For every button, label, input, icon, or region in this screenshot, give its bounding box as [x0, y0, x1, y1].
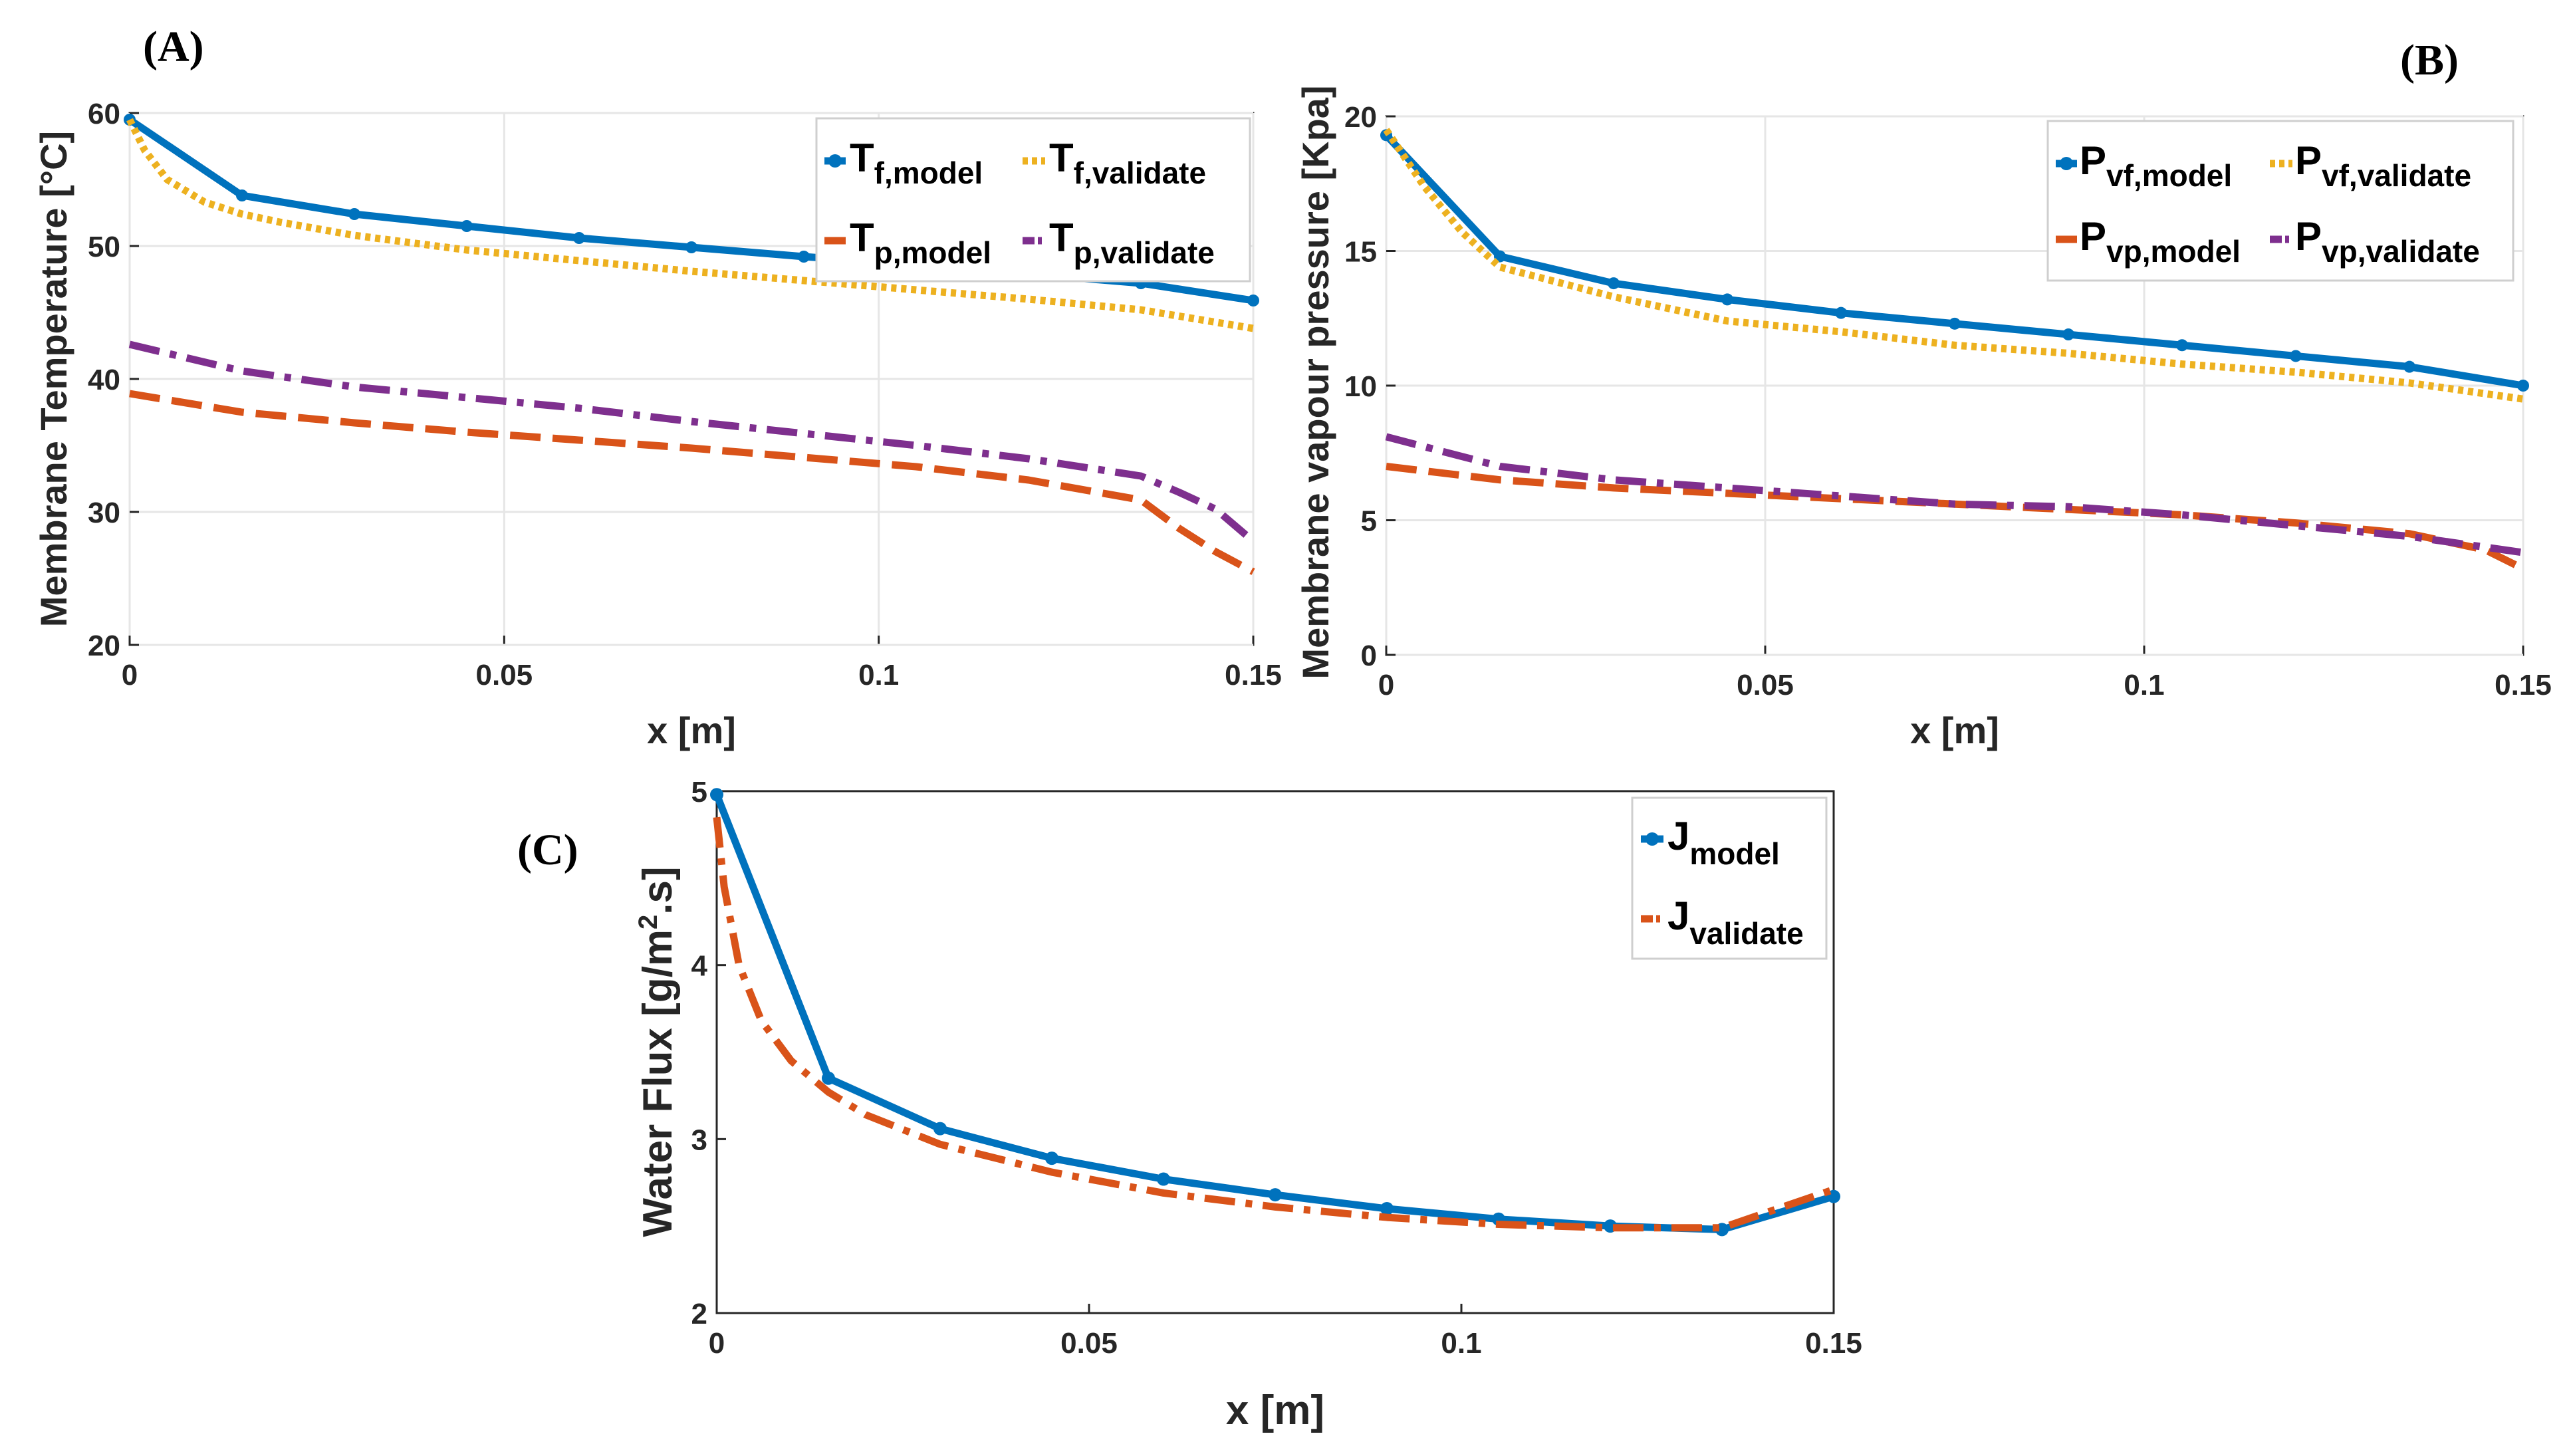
data-point-pvfm — [2403, 360, 2415, 373]
panel-c: (C) 0 0.05 0.1 0.15 2 3 4 5 x [m] Water … — [517, 776, 1862, 1433]
panel-c-x-ticks: 0 0.05 0.1 0.15 — [709, 1327, 1862, 1360]
legend-entry-tf-validate: Tf,validate — [1049, 136, 1206, 190]
data-point-jm — [1380, 1202, 1394, 1215]
legend-entry-j-model: Jmodel — [1667, 814, 1780, 871]
panel-a-x-tick-label: 0 — [122, 659, 138, 691]
panel-b-y-tick-label: 10 — [1344, 370, 1377, 403]
panel-c-series — [710, 788, 1840, 1237]
panel-a-y-tick-label: 20 — [88, 630, 120, 662]
legend-entry-pvf-validate: Pvf,validate — [2295, 138, 2471, 193]
panel-c-y-tick-label: 2 — [691, 1298, 707, 1330]
panel-b-y-tick-label: 15 — [1344, 236, 1377, 269]
panel-b-x-tick-label: 0 — [1378, 669, 1394, 701]
panel-a-y-ticks: 20 30 40 50 60 — [88, 98, 120, 662]
panel-b-x-tick-label: 0.15 — [2495, 669, 2552, 701]
panel-c-legend: Jmodel Jvalidate — [1631, 796, 1828, 960]
data-point-pvfm — [2062, 328, 2074, 341]
panel-b-x-tick-label: 0.1 — [2124, 669, 2164, 701]
panel-c-x-tick-label: 0 — [709, 1327, 725, 1360]
panel-b-y-tick-label: 5 — [1361, 505, 1377, 538]
series-line-tfv — [126, 118, 1254, 332]
panel-b-x-ticks: 0 0.05 0.1 0.15 — [1378, 669, 2552, 701]
data-point-tfm — [348, 208, 360, 220]
legend-entry-tp-validate: Tp,validate — [1049, 215, 1215, 270]
panel-b-x-axis-label: x [m] — [1910, 709, 1999, 751]
legend-entry-pvf-model: Pvf,model — [2080, 138, 2232, 193]
data-point-jm — [1157, 1172, 1170, 1186]
panel-a-x-ticks: 0 0.05 0.1 0.15 — [122, 659, 1282, 691]
data-point-pvfm — [2176, 339, 2188, 352]
data-point-tfm — [236, 189, 248, 201]
legend-entry-tf-model: Tf,model — [850, 136, 983, 190]
panel-b-y-tick-label: 0 — [1361, 640, 1377, 672]
legend-marker-pvfm — [2060, 157, 2073, 170]
data-point-jm — [822, 1071, 835, 1085]
series-line-tpv — [128, 340, 1256, 545]
series-line-pvpv — [1385, 433, 2524, 556]
panel-a-label: (A) — [143, 23, 204, 71]
panel-a-y-tick-label: 40 — [88, 364, 120, 396]
panel-c-y-tick-label: 4 — [691, 950, 708, 983]
panel-c-grid — [715, 790, 1835, 1314]
data-point-pvfm — [1494, 250, 1506, 263]
panel-a-x-axis-label: x [m] — [647, 709, 736, 751]
data-point-pvfm — [1721, 293, 1733, 306]
panel-b-y-tick-label: 20 — [1344, 101, 1377, 134]
legend-marker-tfm — [828, 154, 842, 168]
panel-b: (B) 0 0.05 0.1 0.15 0 5 10 15 20 x [m] M… — [1294, 36, 2552, 751]
panel-c-x-tick-label: 0.05 — [1060, 1327, 1118, 1360]
data-point-pvfm — [1949, 317, 1961, 330]
panel-b-y-ticks: 0 5 10 15 20 — [1344, 101, 1377, 672]
legend-entry-pvp-validate: Pvp,validate — [2295, 214, 2480, 269]
panel-c-x-tick-label: 0.15 — [1805, 1327, 1862, 1360]
panel-a-x-tick-label: 0.15 — [1225, 659, 1282, 691]
series-line-tpm — [129, 390, 1255, 575]
panel-a-y-tick-label: 60 — [88, 98, 120, 130]
panel-c-legend-box — [1631, 796, 1828, 960]
panel-c-y-tick-label: 5 — [691, 776, 707, 808]
panel-c-y-axis-label: Water Flux [g/m2.s] — [634, 866, 681, 1237]
panel-a-x-tick-label: 0.1 — [858, 659, 899, 691]
panel-c-x-tick-label: 0.1 — [1441, 1327, 1481, 1360]
data-point-pvfm — [2290, 350, 2302, 362]
data-point-tfm — [1247, 295, 1259, 306]
panel-c-y-ticks: 2 3 4 5 — [691, 776, 708, 1330]
legend-entry-tp-model: Tp,model — [850, 215, 991, 270]
panel-b-legend: Pvf,model Pvf,validate Pvp,model Pvp,val… — [2046, 120, 2514, 282]
panel-a-legend-box — [815, 117, 1251, 283]
legend-marker-jm — [1646, 832, 1659, 846]
panel-c-y-tick-label: 3 — [691, 1124, 707, 1156]
data-point-pvfm — [1835, 306, 1847, 319]
panel-b-grid — [1385, 115, 2524, 656]
data-point-pvfm — [1608, 277, 1620, 290]
data-point-tfm — [685, 241, 697, 253]
panel-c-label: (C) — [517, 826, 578, 874]
panel-b-y-axis-label: Membrane vapour pressure [Kpa] — [1294, 85, 1336, 679]
series-line-jv — [713, 816, 1835, 1232]
panel-a-x-tick-label: 0.05 — [476, 659, 533, 691]
series-line-pvpm — [1386, 463, 2525, 572]
panel-b-legend-box — [2046, 120, 2514, 282]
data-point-tfm — [573, 232, 585, 244]
legend-entry-j-validate: Jvalidate — [1667, 894, 1804, 951]
data-point-pvfm — [2517, 380, 2529, 392]
panel-b-label: (B) — [2400, 36, 2459, 84]
legend-entry-pvp-model: Pvp,model — [2080, 214, 2241, 269]
panel-b-series — [1380, 128, 2529, 572]
data-point-jm — [1045, 1152, 1058, 1165]
data-point-tfm — [461, 220, 473, 232]
data-point-jm — [710, 788, 723, 802]
panel-a: (A) 0 0.05 0.1 0.15 20 30 40 50 60 x [m]… — [33, 23, 1282, 751]
data-point-tfm — [798, 251, 810, 263]
panel-a-y-tick-label: 50 — [88, 231, 120, 263]
data-point-jm — [1269, 1188, 1282, 1202]
panel-a-legend: Tf,model Tf,validate Tp,model Tp,validat… — [815, 117, 1251, 283]
panel-a-y-axis-label: Membrane Temperature [°C] — [33, 131, 74, 627]
panel-b-x-tick-label: 0.05 — [1737, 669, 1794, 701]
panel-a-y-tick-label: 30 — [88, 497, 120, 529]
panel-c-x-axis-label: x [m] — [1226, 1388, 1324, 1433]
data-point-jm — [933, 1122, 947, 1136]
